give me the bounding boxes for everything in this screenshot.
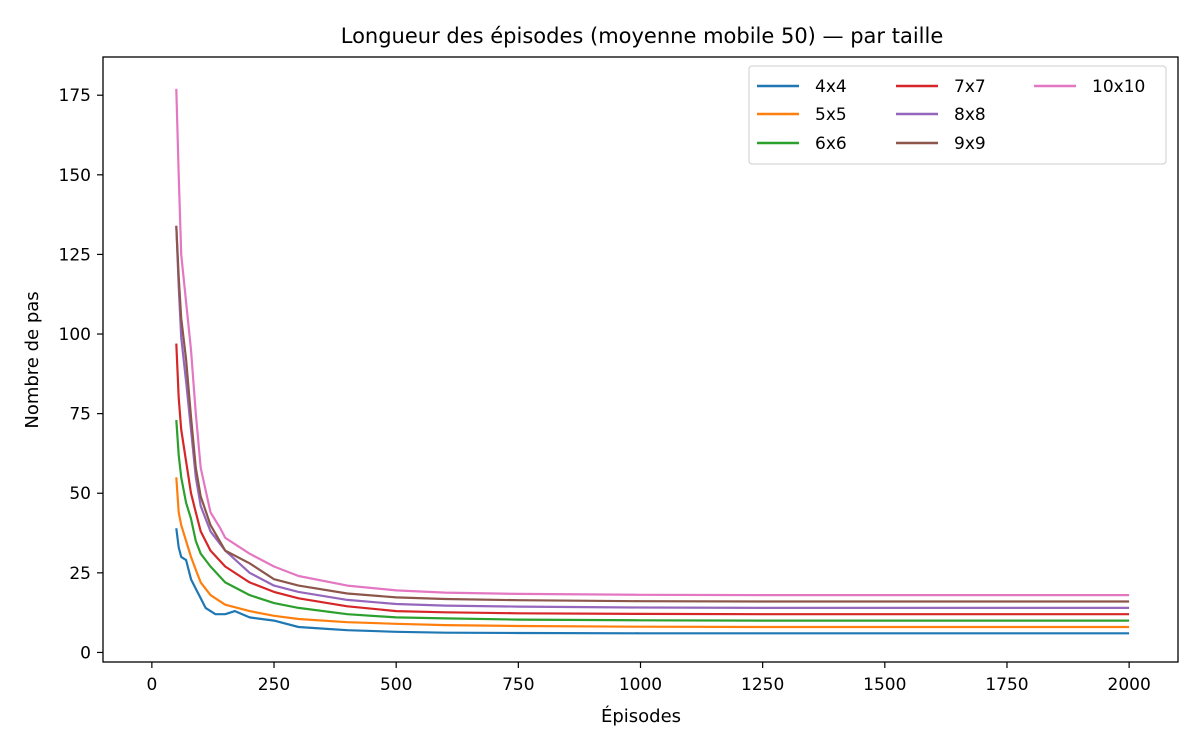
x-tick-label: 0 [146, 675, 157, 695]
series-line-5x5 [175, 477, 1130, 629]
series-line-9x9 [175, 225, 1130, 603]
x-tick-label: 1250 [741, 675, 784, 695]
chart-title: Longueur des épisodes (moyenne mobile 50… [341, 24, 944, 48]
series-line-4x4 [175, 528, 1130, 635]
y-tick-label: 150 [59, 166, 91, 186]
y-tick-label: 25 [69, 564, 91, 584]
legend-label: 6x6 [815, 134, 847, 154]
y-axis: 0 25 50 75 100 125 150 175 [59, 86, 103, 663]
series-line-7x7 [175, 343, 1130, 616]
x-tick-label: 750 [502, 675, 534, 695]
y-tick-label: 75 [69, 405, 91, 425]
legend: 4x4 5x5 6x6 7x7 8x8 9x9 10x10 [748, 65, 1167, 165]
y-axis-label: Nombre de pas [22, 291, 43, 428]
y-tick-label: 0 [80, 643, 91, 663]
legend-label: 4x4 [815, 77, 847, 97]
y-tick-label: 125 [59, 245, 91, 265]
x-tick-label: 500 [380, 675, 412, 695]
x-tick-label: 2000 [1108, 675, 1151, 695]
y-tick-label: 100 [59, 325, 91, 345]
series-line-6x6 [175, 419, 1130, 622]
y-tick-label: 175 [59, 86, 91, 106]
legend-label: 8x8 [954, 105, 986, 125]
plot-area [175, 88, 1130, 635]
x-axis-label: Épisodes [601, 705, 681, 727]
x-tick-label: 250 [258, 675, 290, 695]
series-line-8x8 [175, 225, 1130, 609]
y-tick-label: 50 [69, 484, 91, 504]
legend-label: 9x9 [954, 134, 986, 154]
series-line-10x10 [175, 88, 1130, 597]
x-axis: 0 250 500 750 1000 1250 1500 1750 2000 [146, 662, 1151, 695]
legend-label: 7x7 [954, 77, 986, 97]
legend-label: 5x5 [815, 105, 847, 125]
x-tick-label: 1750 [985, 675, 1028, 695]
x-tick-label: 1000 [619, 675, 662, 695]
legend-label: 10x10 [1092, 77, 1145, 97]
legend-box [748, 65, 1167, 165]
x-tick-label: 1500 [863, 675, 906, 695]
